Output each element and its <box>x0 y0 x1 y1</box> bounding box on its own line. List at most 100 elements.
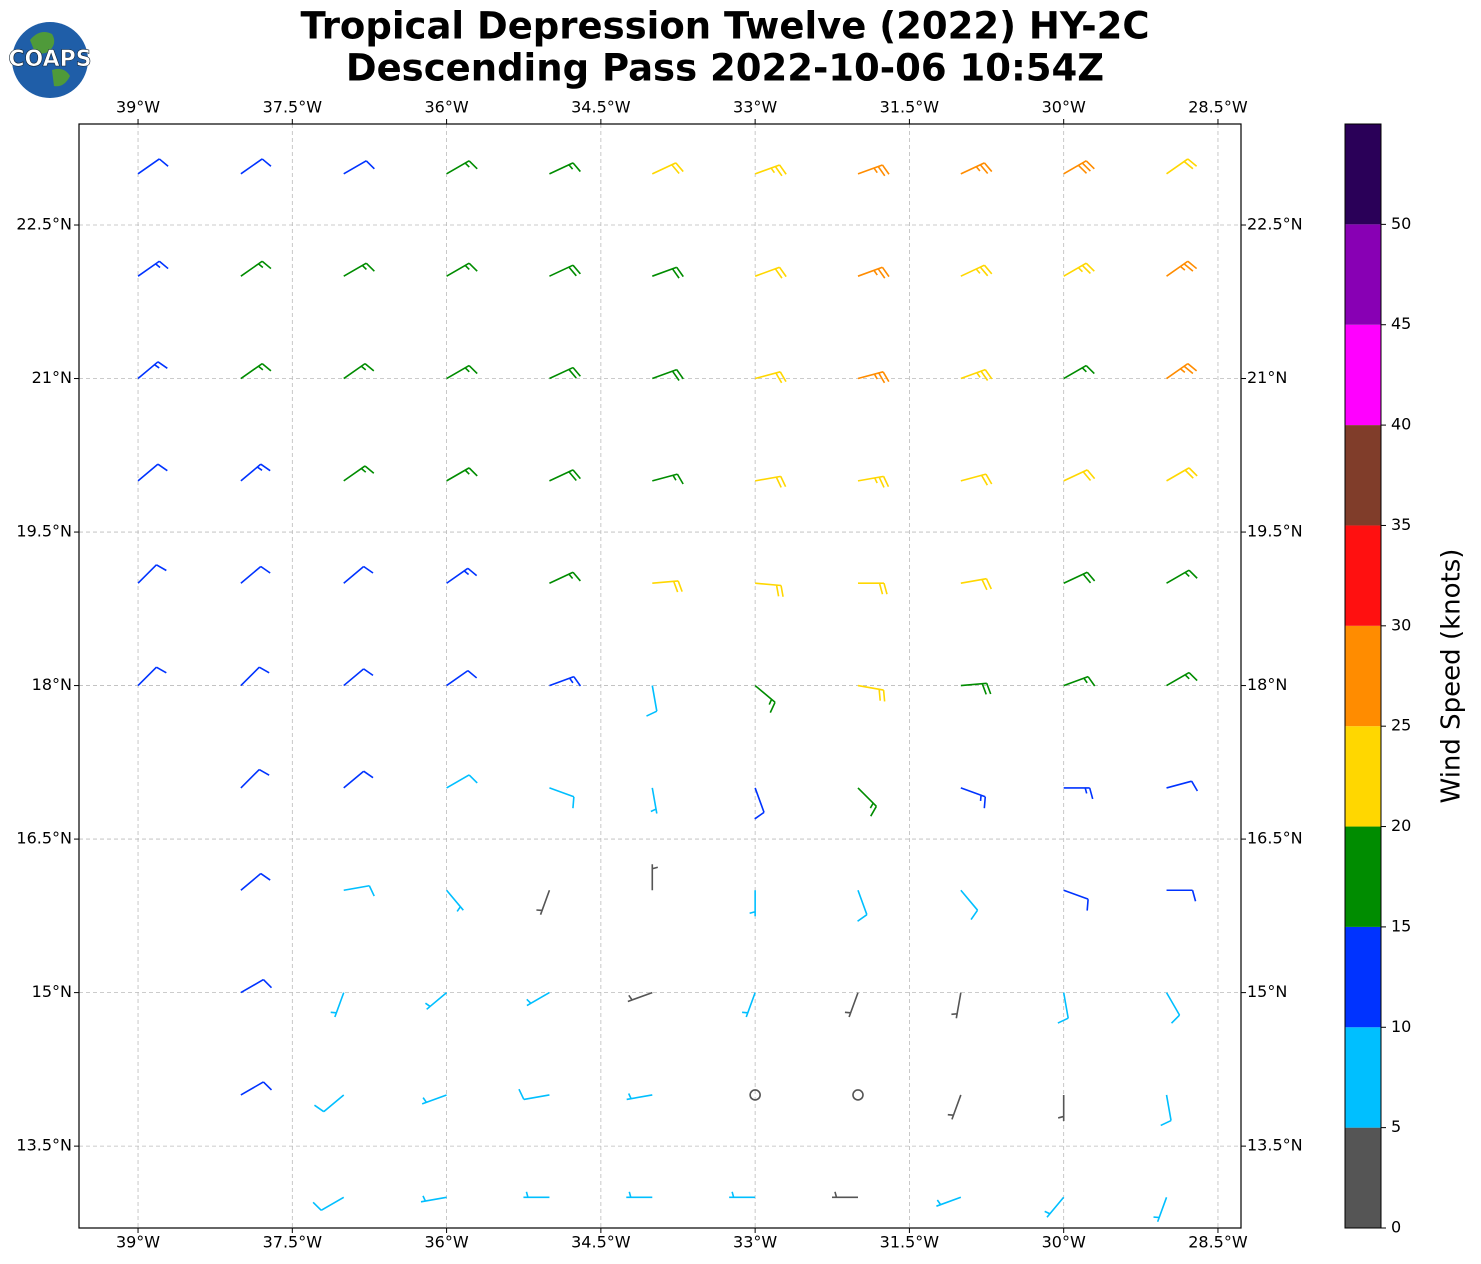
colorbar-tick-label: 0 <box>1391 1218 1401 1237</box>
wind-barb <box>240 872 271 891</box>
wind-barb <box>1166 780 1199 792</box>
wind-barb <box>960 473 993 486</box>
wind-barb <box>729 1191 756 1199</box>
y-tick-label-right: 18°N <box>1247 675 1287 694</box>
wind-barb <box>1165 992 1181 1024</box>
wind-barb <box>951 992 962 1019</box>
wind-barb <box>446 262 478 277</box>
x-tick-label-top: 33°W <box>733 98 777 117</box>
wind-barb <box>240 1081 273 1096</box>
wind-barb <box>240 666 270 687</box>
wind-barb <box>536 889 551 915</box>
wind-barb <box>646 685 658 717</box>
y-tick-label-left: 16.5°N <box>16 829 72 848</box>
y-tick-label-right: 22.5°N <box>1247 215 1303 234</box>
wind-barb <box>549 366 581 380</box>
wind-barb <box>754 787 765 820</box>
wind-barb <box>749 890 756 917</box>
chart-title: Tropical Depression Twelve (2022) HY-2C <box>301 5 1150 48</box>
x-tick-label-bottom: 39°W <box>116 1233 160 1252</box>
wind-barb <box>1044 1196 1065 1218</box>
wind-barb <box>312 1196 345 1211</box>
colorbar-segment <box>1345 625 1381 727</box>
colorbar-segment <box>1345 425 1381 526</box>
wind-barb <box>754 371 787 384</box>
colorbar-tick-label: 5 <box>1391 1117 1401 1136</box>
wind-barb <box>1166 671 1198 687</box>
wind-barb <box>960 682 992 695</box>
y-tick-label-right: 16.5°N <box>1247 829 1303 848</box>
colorbar-tick-label: 45 <box>1391 314 1411 333</box>
wind-barb <box>549 571 581 584</box>
wind-barb <box>844 992 859 1018</box>
colorbar-segment <box>1345 224 1381 325</box>
calm-circle <box>749 1089 761 1101</box>
wind-barb <box>343 668 374 687</box>
wind-barb <box>424 991 448 1010</box>
wind-barb <box>137 260 169 277</box>
y-tick-label-left: 22.5°N <box>16 215 72 234</box>
x-tick-label-bottom: 33°W <box>733 1233 777 1252</box>
wind-barb <box>1063 889 1089 911</box>
x-tick-label-top: 30°W <box>1042 98 1086 117</box>
wind-barb <box>857 582 888 595</box>
wind-barb <box>1166 158 1198 175</box>
plot-area <box>79 124 1241 1228</box>
wind-barb <box>1063 262 1095 277</box>
x-tick-label-top: 34.5°W <box>571 98 631 117</box>
wind-barb <box>652 580 683 593</box>
colorbar-segment <box>1345 324 1381 426</box>
x-tick-label-top: 28.5°W <box>1188 98 1248 117</box>
wind-barb <box>626 1191 653 1199</box>
wind-barb <box>518 1088 550 1101</box>
x-tick-label-bottom: 30°W <box>1042 1233 1086 1252</box>
wind-barb <box>857 684 886 702</box>
wind-barb <box>446 567 478 584</box>
logo-land <box>30 32 70 87</box>
wind-barb <box>652 473 684 485</box>
wind-barb <box>1057 1094 1065 1121</box>
wind-barb <box>857 266 890 279</box>
wind-barb <box>1057 992 1069 1024</box>
wind-barb <box>1166 889 1197 902</box>
wind-barb <box>240 463 271 482</box>
wind-barb <box>421 1094 447 1105</box>
wind-barb <box>526 991 550 1007</box>
x-tick-label-top: 31.5°W <box>880 98 940 117</box>
wind-barb <box>857 787 878 817</box>
wind-barb <box>549 675 582 687</box>
wind-barb <box>137 564 167 584</box>
x-tick-label-top: 39°W <box>116 98 160 117</box>
wind-barb <box>857 371 890 384</box>
wind-barb <box>343 770 374 789</box>
wind-barb <box>343 160 375 175</box>
wind-barb <box>947 1094 962 1120</box>
colorbar-tick-label: 35 <box>1391 515 1411 534</box>
colorbar-segment <box>1345 124 1381 225</box>
colorbar-segment <box>1345 1027 1381 1128</box>
wind-barb <box>445 889 464 912</box>
wind-barb <box>240 978 273 994</box>
x-tick-label-top: 36°W <box>424 98 468 117</box>
wind-barb <box>446 467 478 482</box>
wind-barb <box>240 768 270 789</box>
y-tick-label-left: 19.5°N <box>16 522 72 541</box>
colorbar-label: Wind Speed (knots) <box>1437 549 1467 804</box>
wind-barb <box>742 992 756 1018</box>
wind-barb <box>343 884 375 897</box>
wind-barb <box>960 162 993 175</box>
wind-barb <box>1063 571 1096 584</box>
wind-barb <box>754 684 776 713</box>
wind-barb <box>1063 787 1094 800</box>
wind-barb <box>549 264 581 277</box>
wind-barb <box>137 666 167 687</box>
colorbar-segment <box>1345 826 1381 927</box>
wind-barb <box>420 1195 447 1203</box>
wind-barb <box>626 1093 653 1101</box>
wind-barb <box>446 670 478 687</box>
wind-barb <box>1166 362 1198 380</box>
wind-barb <box>1063 160 1095 175</box>
plot-frame <box>78 123 1242 1229</box>
colorbar-segment <box>1345 926 1381 1028</box>
